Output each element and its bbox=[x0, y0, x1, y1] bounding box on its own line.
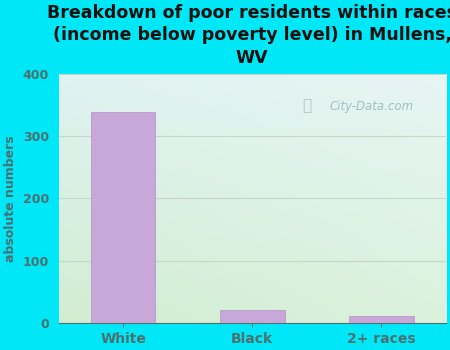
Text: ⦿: ⦿ bbox=[302, 99, 312, 113]
Bar bbox=[91, 112, 156, 323]
Bar bbox=[349, 316, 414, 323]
Text: City-Data.com: City-Data.com bbox=[330, 99, 414, 113]
Y-axis label: absolute numbers: absolute numbers bbox=[4, 135, 17, 261]
Title: Breakdown of poor residents within races
(income below poverty level) in Mullens: Breakdown of poor residents within races… bbox=[47, 4, 450, 66]
Bar bbox=[220, 310, 284, 323]
